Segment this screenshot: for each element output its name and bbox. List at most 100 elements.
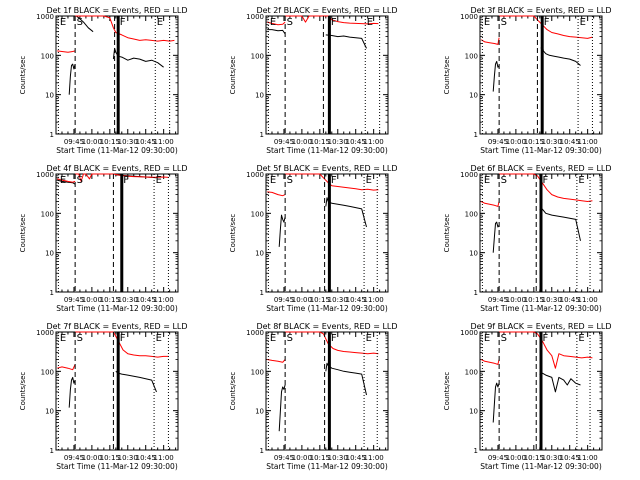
- panel-1-marker-label: S: [77, 17, 83, 28]
- panel-8-y-tick-label: 1000: [246, 329, 264, 337]
- panel-3-y-tick-label: 1000: [460, 13, 478, 21]
- panel-7-x-tick-label: 11:00: [154, 454, 174, 462]
- panel-1-series-events-line: [112, 47, 164, 68]
- panel-1-x-tick-label: 10:15: [100, 138, 120, 146]
- panel-3-x-tick-label: 11:00: [578, 138, 598, 146]
- panel-6-marker-label: F: [543, 175, 549, 186]
- panel-6-title: Det 6f BLACK = Events, RED = LLD: [470, 164, 611, 173]
- panel-4-marker-label: S: [77, 175, 83, 186]
- panel-7-marker-label: E: [156, 333, 162, 344]
- panel-3-y-tick-label: 10: [469, 92, 478, 100]
- panel-6-marker-label: E: [484, 175, 490, 186]
- panel-8-x-tick-label: 09:45: [274, 454, 294, 462]
- panel-3-series-events-line: [540, 44, 581, 66]
- panel-7-x-tick-label: 09:45: [64, 454, 84, 462]
- panel-1-x-tick-label: 10:30: [118, 138, 138, 146]
- panel-4-marker-label: E: [60, 175, 66, 186]
- panel-2-y-tick-label: 10: [255, 92, 264, 100]
- panel-7-marker-label: E: [60, 333, 66, 344]
- panel-4-series-events-line: [57, 179, 76, 185]
- panel-5-y-tick-label: 1000: [246, 171, 264, 179]
- panel-6-x-tick-label: 10:00: [506, 296, 526, 304]
- panel-8-x-tick-label: 10:00: [292, 454, 312, 462]
- panel-3-marker-label: F: [544, 17, 550, 28]
- panel-5-series-lld-line: [267, 191, 286, 197]
- panel-8-y-tick-label: 1: [260, 447, 264, 455]
- panel-1-y-tick-label: 1000: [36, 13, 54, 21]
- panel-2-marker-label: S: [287, 17, 293, 28]
- panel-9-y-tick-label: 1000: [460, 329, 478, 337]
- panel-6-x-tick-label: 09:45: [488, 296, 508, 304]
- panel-1-x-tick-label: 10:00: [82, 138, 102, 146]
- panel-8-x-tick-label: 10:15: [310, 454, 330, 462]
- panel-6-y-tick-label: 1: [474, 289, 478, 297]
- panel-7-series-lld-line: [75, 331, 169, 358]
- panel-4-x-tick-label: 11:00: [154, 296, 174, 304]
- panel-5-y-axis-label: Counts/sec: [229, 214, 237, 253]
- panel-9-title: Det 9f BLACK = Events, RED = LLD: [470, 322, 611, 331]
- panel-8-y-axis-label: Counts/sec: [229, 372, 237, 411]
- panel-2-x-tick-label: 11:00: [364, 138, 384, 146]
- panel-4-y-tick-label: 1000: [36, 171, 54, 179]
- panel-5-x-tick-label: 10:30: [328, 296, 348, 304]
- panel-5-y-tick-label: 1: [260, 289, 264, 297]
- panel-2-marker-label: E: [270, 17, 276, 28]
- panel-1-series-events-line: [76, 15, 94, 33]
- panel-5-marker-label: E: [270, 175, 276, 186]
- panel-3-series-events-line: [492, 60, 500, 92]
- panel-5-x-tick-label: 11:00: [364, 296, 384, 304]
- panel-7-x-axis-label: Start Time (11-Mar-12 09:30:00): [56, 462, 178, 471]
- panel-6-series-events-line: [539, 205, 581, 241]
- panel-2-y-axis-label: Counts/sec: [229, 56, 237, 95]
- panel-4-y-axis-label: Counts/sec: [19, 214, 27, 253]
- panel-8-y-tick-label: 10: [255, 408, 264, 416]
- panel-5-y-tick-label: 100: [251, 210, 264, 218]
- panel-2-x-tick-label: 10:45: [346, 138, 366, 146]
- panel-1-series-lld-line: [57, 50, 76, 53]
- panel-8-series-events-line: [325, 362, 367, 396]
- panel-3-x-axis-label: Start Time (11-Mar-12 09:30:00): [480, 146, 602, 155]
- panel-6-marker-label: S: [501, 175, 507, 186]
- panel-6-series-lld-line: [499, 173, 593, 202]
- panel-9-series-events-line: [539, 370, 581, 393]
- panel-2-series-events-line: [325, 34, 367, 49]
- panel-7-x-tick-label: 10:45: [136, 454, 156, 462]
- panel-4-y-tick-label: 10: [45, 250, 54, 258]
- panel-1-marker-label: E: [60, 17, 66, 28]
- panel-9-x-tick-label: 09:45: [488, 454, 508, 462]
- panel-9-marker-label: F: [543, 333, 549, 344]
- panel-4-marker-label: E: [156, 175, 162, 186]
- panel-2-marker-label: F: [331, 17, 337, 28]
- panel-6-marker-label: E: [578, 175, 584, 186]
- panel-5-title: Det 5f BLACK = Events, RED = LLD: [256, 164, 397, 173]
- panel-4-x-tick-label: 10:30: [118, 296, 138, 304]
- panel-5-marker-label: F: [331, 175, 337, 186]
- panel-5-x-tick-label: 10:15: [310, 296, 330, 304]
- panel-6-x-tick-label: 10:45: [560, 296, 580, 304]
- panel-3-x-tick-label: 10:15: [524, 138, 544, 146]
- panel-9-series-events-line: [492, 382, 500, 423]
- panel-9-x-tick-label: 10:30: [542, 454, 562, 462]
- panel-4-series-lld-line: [57, 178, 76, 183]
- panel-9-series-lld-line: [499, 331, 593, 369]
- panel-6-y-tick-label: 10: [469, 250, 478, 258]
- panel-9-x-tick-label: 11:00: [578, 454, 598, 462]
- panel-7-y-tick-label: 100: [41, 368, 54, 376]
- panel-4-x-tick-label: 10:45: [136, 296, 156, 304]
- panel-3-marker-label: E: [580, 17, 586, 28]
- panel-7-series-events-line: [68, 376, 76, 408]
- panel-9-y-tick-label: 100: [465, 368, 478, 376]
- panel-1-x-tick-label: 09:45: [64, 138, 84, 146]
- panel-2-series-events-line: [267, 29, 286, 35]
- panel-4-plot-frame: [55, 173, 179, 293]
- panel-1-series-lld-line: [75, 15, 175, 42]
- panel-6-x-tick-label: 10:15: [524, 296, 544, 304]
- panel-9-y-axis-label: Counts/sec: [443, 372, 451, 411]
- panel-8-y-tick-label: 100: [251, 368, 264, 376]
- panel-2-marker-label: E: [367, 17, 373, 28]
- panel-3-y-tick-label: 100: [465, 52, 478, 60]
- panel-4-x-tick-label: 09:45: [64, 296, 84, 304]
- panel-2-x-tick-label: 09:45: [274, 138, 294, 146]
- panel-3-y-axis-label: Counts/sec: [443, 56, 451, 95]
